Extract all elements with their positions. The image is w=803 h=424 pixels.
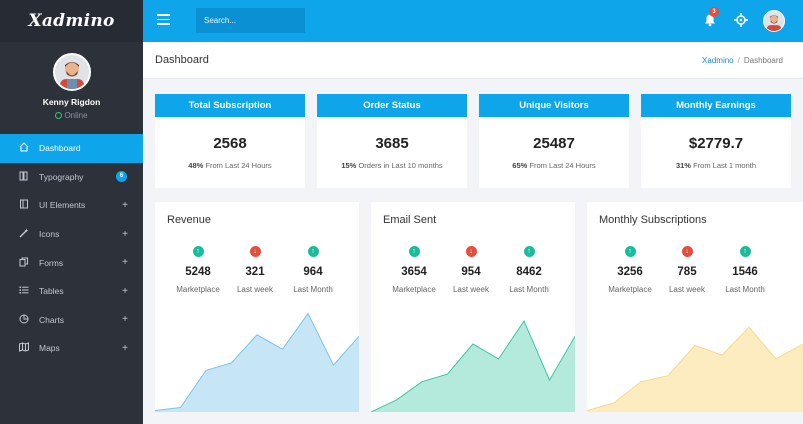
expand-plus-icon: + [122, 342, 128, 354]
stat-title: Unique Visitors [479, 94, 629, 117]
stat-subtext: 48% From Last 24 Hours [188, 161, 272, 170]
map-icon [18, 342, 30, 354]
stat-card-monthly-earnings: Monthly Earnings $2779.7 31% From Last 1… [641, 94, 791, 188]
stat-title: Monthly Earnings [641, 94, 791, 117]
online-dot-icon [55, 112, 63, 119]
chart-card-email-sent: Email Sent ↑ 3654 Marketplace ↓ 954 Last… [371, 202, 575, 412]
kpi-marketplace: ↑ 5248 Marketplace [176, 246, 220, 294]
chart-card-revenue: Revenue ↑ 5248 Marketplace ↓ 321 Last we… [155, 202, 359, 412]
sidebar: Xadmino Kenny Rigdon Online Dashboard [0, 0, 143, 424]
kpi-marketplace: ↑ 3654 Marketplace [392, 246, 436, 294]
kpi-last-month: ↑ 1546 Last Month [725, 246, 765, 294]
expand-plus-icon: + [122, 228, 128, 240]
list-icon [18, 285, 30, 297]
user-name: Kenny Rigdon [42, 97, 101, 107]
search-input[interactable] [196, 8, 305, 33]
wand-icon [18, 228, 30, 240]
layers-icon [18, 199, 30, 211]
stat-value: 3685 [375, 135, 409, 152]
stat-value: $2779.7 [688, 135, 744, 152]
user-avatar-icon [54, 55, 89, 89]
chart-title: Monthly Subscriptions [599, 214, 707, 226]
arrow-up-icon: ↑ [624, 246, 636, 257]
kpi-last-month: ↑ 964 Last Month [293, 246, 333, 294]
breadcrumb-home-link[interactable]: Xadmino [702, 56, 734, 65]
crosshair-icon[interactable] [734, 13, 748, 27]
arrow-up-icon: ↑ [739, 246, 751, 257]
series-line [371, 320, 575, 412]
arrow-up-icon: ↑ [523, 246, 535, 257]
area-fill [587, 327, 803, 412]
kpi-last-week: ↓ 785 Last week [668, 246, 706, 294]
stat-card-order-status: Order Status 3685 15% Orders in Last 10 … [317, 94, 467, 188]
series-line [155, 312, 359, 411]
pie-chart-icon [18, 314, 30, 326]
breadcrumb: Xadmino / Dashboard [702, 56, 783, 65]
stat-subtext: 65% From Last 24 Hours [512, 161, 596, 170]
notification-badge: 3 [709, 7, 719, 17]
top-bar: 3 [143, 0, 803, 42]
copy-icon [18, 257, 30, 269]
user-avatar-icon [764, 11, 784, 31]
sidebar-item-ui-elements[interactable]: UI Elements + [0, 191, 143, 220]
arrow-up-icon: ↑ [307, 246, 319, 257]
avatar[interactable] [52, 53, 91, 91]
breadcrumb-current: Dashboard [743, 56, 783, 65]
sidebar-menu: Dashboard Typography 6 UI Elements + Ico… [0, 134, 143, 363]
sidebar-item-typography[interactable]: Typography 6 [0, 163, 143, 192]
arrow-down-icon: ↓ [249, 246, 261, 257]
home-icon [18, 142, 30, 154]
book-icon [18, 171, 30, 183]
sidebar-item-maps[interactable]: Maps + [0, 334, 143, 363]
sidebar-item-charts[interactable]: Charts + [0, 306, 143, 335]
sidebar-item-forms[interactable]: Forms + [0, 248, 143, 277]
series-line [587, 326, 803, 411]
sidebar-item-tables[interactable]: Tables + [0, 277, 143, 306]
kpi-last-week: ↓ 954 Last week [452, 246, 490, 294]
page-header: Dashboard Xadmino / Dashboard [143, 42, 803, 79]
chart-title: Revenue [167, 214, 212, 226]
kpi-last-week: ↓ 321 Last week [236, 246, 274, 294]
kpi-marketplace: ↑ 3256 Marketplace [608, 246, 652, 294]
stat-value: 25487 [533, 135, 575, 152]
user-status: Online [0, 111, 143, 120]
arrow-up-icon: ↑ [408, 246, 420, 257]
stat-card-unique-visitors: Unique Visitors 25487 65% From Last 24 H… [479, 94, 629, 188]
page-title: Dashboard [155, 54, 209, 66]
stat-subtext: 31% From Last 1 month [675, 161, 757, 170]
expand-plus-icon: + [122, 314, 128, 326]
expand-plus-icon: + [122, 257, 128, 269]
area-chart [587, 326, 803, 412]
area-fill [155, 313, 359, 412]
area-chart [155, 312, 359, 412]
stat-card-total-subscription: Total Subscription 2568 48% From Last 24… [155, 94, 305, 188]
kpi-last-month: ↑ 8462 Last Month [509, 246, 549, 294]
chart-card-monthly-subscriptions: Monthly Subscriptions ↑ 3256 Marketplace… [587, 202, 803, 412]
header-avatar[interactable] [763, 10, 785, 32]
expand-plus-icon: + [122, 285, 128, 297]
typography-badge: 6 [116, 171, 127, 183]
arrow-down-icon: ↓ [465, 246, 477, 257]
area-chart [371, 320, 575, 412]
stat-value: 2568 [213, 135, 247, 152]
sidebar-item-icons[interactable]: Icons + [0, 220, 143, 249]
arrow-down-icon: ↓ [681, 246, 693, 257]
brand-logo[interactable]: Xadmino [0, 0, 143, 42]
menu-toggle-icon[interactable] [157, 14, 170, 25]
sidebar-item-dashboard[interactable]: Dashboard [0, 134, 143, 163]
stat-subtext: 15% Orders in Last 10 months [341, 161, 443, 170]
stat-title: Total Subscription [155, 94, 305, 117]
arrow-up-icon: ↑ [192, 246, 204, 257]
area-fill [371, 321, 575, 412]
chart-title: Email Sent [383, 214, 437, 226]
user-profile: Kenny Rigdon Online [0, 42, 143, 134]
expand-plus-icon: + [122, 199, 128, 211]
stat-title: Order Status [317, 94, 467, 117]
